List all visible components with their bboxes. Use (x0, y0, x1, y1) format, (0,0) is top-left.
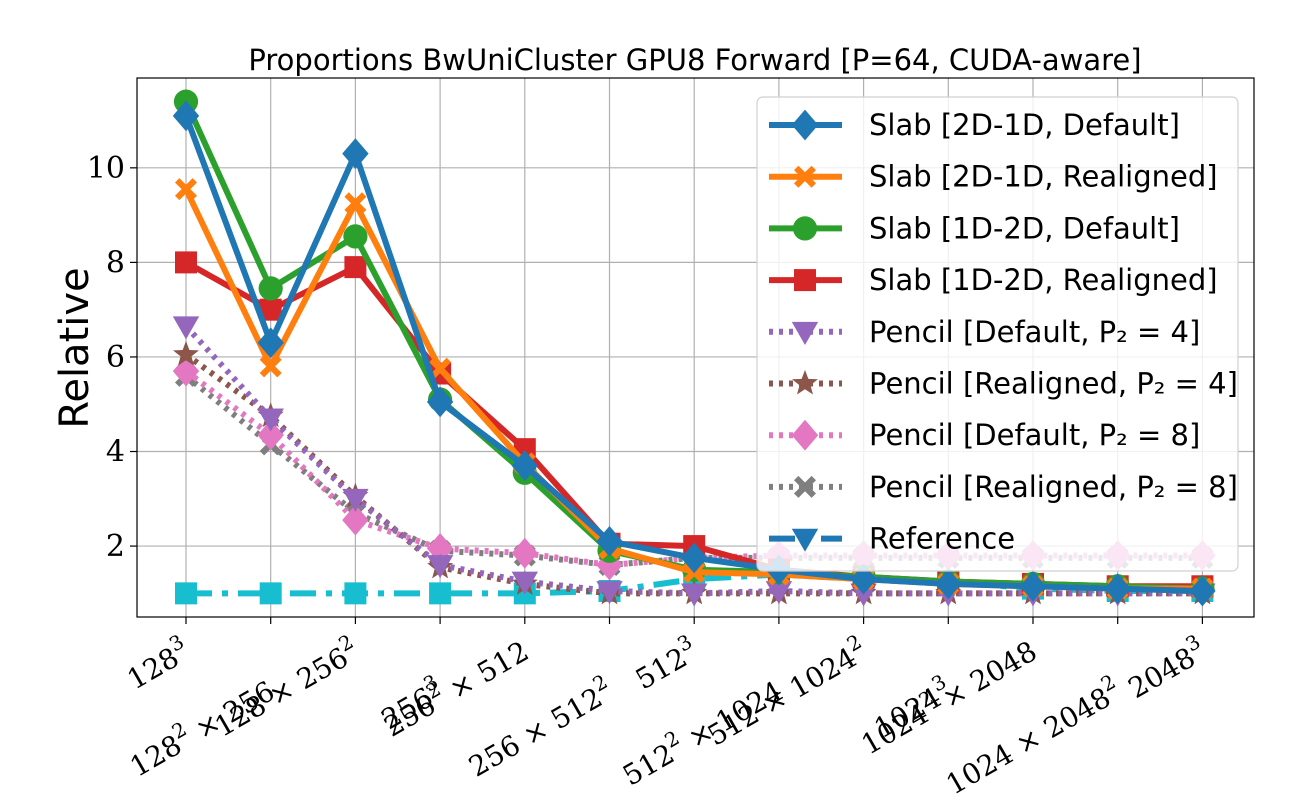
data-point (511, 571, 538, 595)
legend-label: Pencil [Realigned, P₂ = 4] (869, 367, 1238, 401)
legend-label: Pencil [Default, P₂ = 8] (869, 418, 1200, 452)
legend-label: Slab [1D-2D, Default] (869, 211, 1180, 245)
legend-label: Slab [2D-1D, Default] (869, 108, 1180, 142)
data-point (596, 525, 623, 557)
legend-label: Reference (869, 522, 1015, 556)
legend-label: Pencil [Default, P₂ = 4] (869, 315, 1200, 349)
legend-marker (794, 269, 816, 292)
data-point (259, 355, 282, 378)
data-point (342, 488, 369, 512)
x-tick-label: 5122 × 1024 (614, 669, 788, 792)
legend-label: Slab [2D-1D, Realigned] (869, 160, 1218, 194)
y-tick-label: 8 (106, 245, 125, 280)
data-point (765, 581, 793, 605)
legend-marker (791, 321, 819, 345)
data-point (175, 178, 197, 201)
x-tick-label: 512 × 10242 (699, 629, 873, 752)
data-point (681, 583, 708, 607)
x-tick-label: 20483 (1120, 629, 1212, 705)
data-point (172, 316, 200, 340)
data-point (258, 276, 283, 301)
y-tick-label: 4 (106, 435, 125, 470)
chart-title: Proportions BwUniCluster GPU8 Forward [P… (248, 43, 1141, 77)
data-point (426, 555, 454, 579)
data-point (511, 537, 538, 569)
data-point (1104, 573, 1131, 605)
data-point (259, 582, 282, 605)
legend-marker (791, 109, 819, 141)
legend-marker (791, 419, 819, 451)
plot-frame (136, 77, 1255, 618)
legend-label: Pencil [Realigned, P₂ = 8] (869, 470, 1238, 504)
data-point (344, 192, 367, 215)
x-tick-label: 1283 (119, 629, 196, 696)
data-point (172, 100, 200, 132)
data-point (342, 138, 369, 170)
data-point (429, 357, 452, 380)
data-point (257, 419, 284, 451)
data-point (259, 298, 282, 321)
legend-item: Slab [2D-1D, Default] (769, 108, 1180, 142)
y-axis-label: Relative (52, 267, 98, 428)
legend-item: Slab [1D-2D, Realigned] (769, 263, 1218, 297)
legend-label: Slab [1D-2D, Realigned] (869, 263, 1218, 297)
data-point (175, 251, 197, 274)
legend-marker (792, 369, 818, 395)
x-tick-label: 5123 (627, 629, 704, 696)
legend-marker (794, 475, 816, 498)
data-point (681, 542, 708, 574)
data-point (511, 450, 538, 482)
data-point (173, 340, 199, 366)
data-point (257, 408, 284, 432)
data-point (343, 224, 368, 249)
series-0 (172, 100, 1216, 607)
data-point (342, 504, 369, 536)
data-point (429, 582, 452, 605)
y-tick-label: 6 (106, 340, 125, 375)
x-tick-label: 128 × 2562 (206, 629, 365, 743)
data-point (175, 582, 197, 605)
legend-marker (791, 528, 819, 552)
legend-marker (794, 165, 816, 188)
data-point (426, 386, 454, 418)
legend-item: Slab [2D-1D, Realigned] (769, 160, 1218, 194)
y-tick-label: 2 (106, 529, 125, 564)
data-point (1019, 570, 1047, 602)
y-axis: 2 4 6 8 10 (87, 151, 137, 564)
legend-item: Reference (769, 522, 1015, 556)
data-point (344, 582, 367, 605)
legend-item: Pencil [Default, P₂ = 4] (769, 315, 1200, 349)
data-point (935, 568, 962, 600)
legend-item: Pencil [Default, P₂ = 8] (769, 418, 1200, 452)
legend-item: Pencil [Realigned, P₂ = 8] (769, 470, 1238, 504)
legend-marker (792, 216, 818, 241)
legend-item: Slab [1D-2D, Default] (769, 211, 1180, 245)
data-point (257, 327, 284, 359)
legend-box (756, 96, 1239, 572)
legend: Slab [2D-1D, Default] Slab [2D-1D, Realig… (756, 96, 1239, 572)
data-point (344, 256, 367, 279)
legend-item: Pencil [Realigned, P₂ = 4] (769, 367, 1238, 401)
y-tick-label: 10 (87, 151, 125, 186)
series-layer (172, 89, 1216, 607)
x-tick-label: 2562 × 512 (375, 629, 534, 743)
data-point (1189, 575, 1216, 607)
data-point (596, 581, 623, 605)
